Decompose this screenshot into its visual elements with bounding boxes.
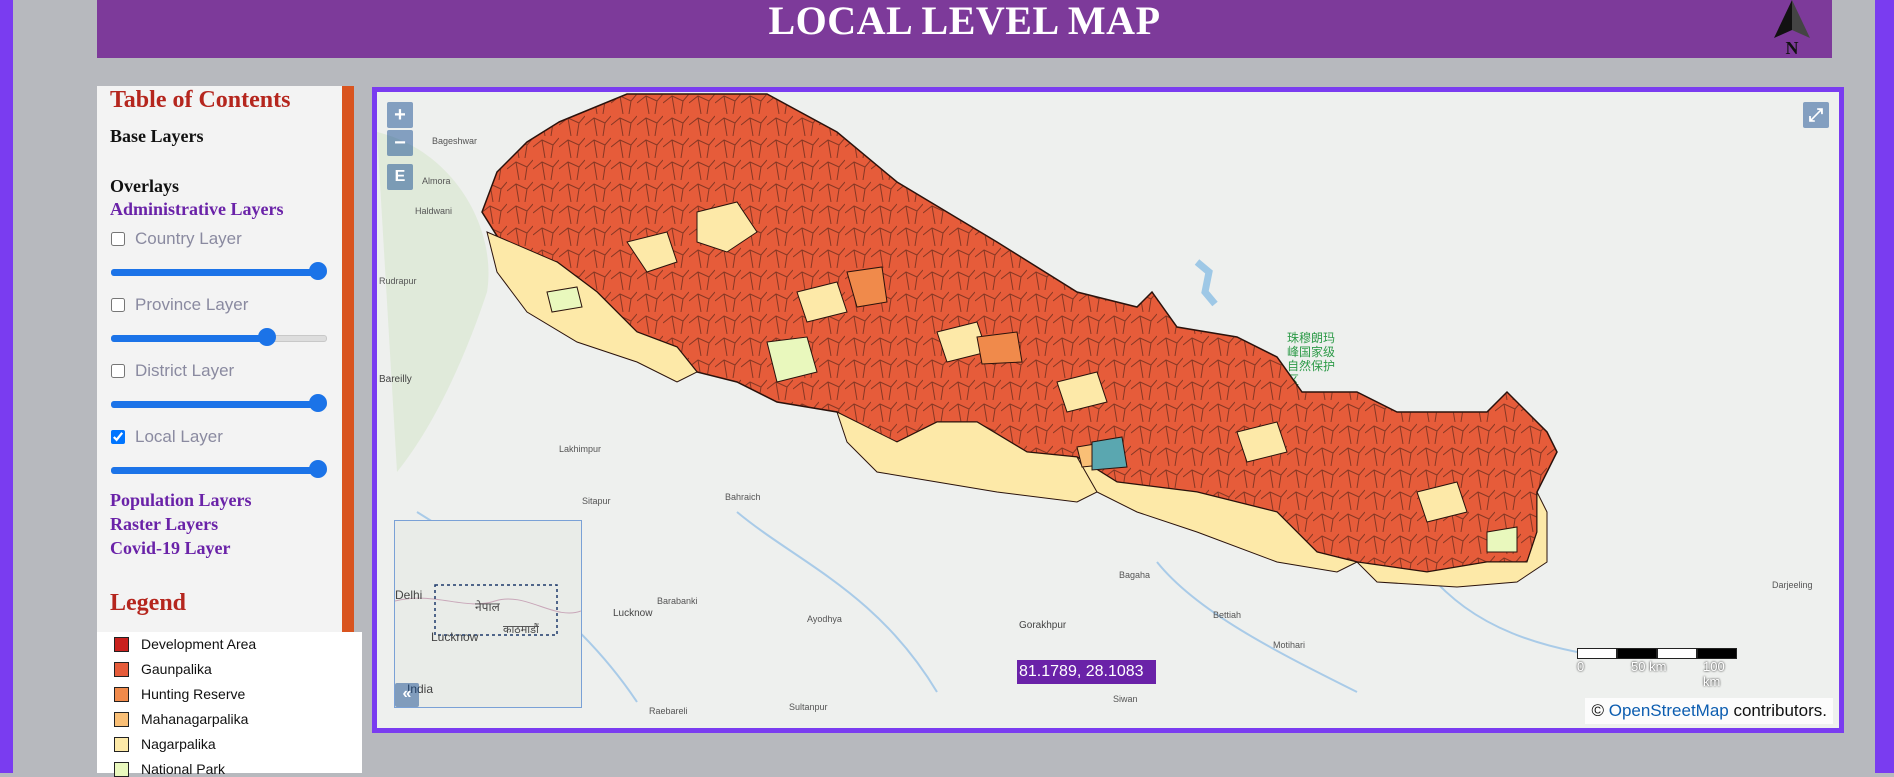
- legend-item: Hunting Reserve: [114, 686, 245, 702]
- overview-label: India: [407, 682, 433, 696]
- overview-label: Lucknow: [431, 630, 479, 644]
- district-layer-toggle[interactable]: District Layer: [111, 361, 234, 381]
- nagarpalika-region: [1076, 456, 1359, 573]
- overview-label: Delhi: [395, 588, 422, 602]
- overview-label: नेपाल: [475, 600, 501, 614]
- place-label: Haldwani: [415, 206, 452, 216]
- place-label: Almora: [422, 176, 451, 186]
- map-canvas[interactable]: Bageshwar Almora Haldwani Rudrapur Barei…: [377, 92, 1839, 728]
- overlays-heading: Overlays: [110, 176, 179, 196]
- legend-item: Gaunpalika: [114, 661, 212, 677]
- national-park-region: [546, 286, 1518, 553]
- district-layer-checkbox[interactable]: [111, 364, 125, 378]
- river: [1156, 561, 1358, 693]
- map-viewport[interactable]: Bageshwar Almora Haldwani Rudrapur Barei…: [372, 87, 1844, 733]
- nagarpalika-region: [486, 231, 698, 383]
- page-title: LOCAL LEVEL MAP: [768, 0, 1161, 43]
- administrative-layers-group[interactable]: Administrative Layers: [110, 199, 284, 219]
- slider-thumb[interactable]: [309, 394, 327, 412]
- page-header: LOCAL LEVEL MAP N: [97, 0, 1832, 58]
- slider-thumb[interactable]: [258, 328, 276, 346]
- table-of-contents: Table of Contents Base Layers Overlays A…: [97, 86, 342, 632]
- place-label: Raebareli: [649, 706, 688, 716]
- legend-item: National Park: [114, 761, 225, 777]
- local-opacity-slider[interactable]: [111, 458, 327, 480]
- place-label: Siwan: [1113, 694, 1138, 704]
- right-frame-bar: [1875, 0, 1894, 773]
- place-label: Bagaha: [1119, 570, 1150, 580]
- zoom-extent-button[interactable]: E: [387, 164, 413, 190]
- zoom-out-button[interactable]: −: [387, 130, 413, 156]
- nagarpalika-region: [1355, 491, 1548, 588]
- covid-19-layer-group[interactable]: Covid-19 Layer: [110, 538, 231, 558]
- local-layer-label: Local Layer: [135, 427, 223, 446]
- left-frame-bar: [0, 0, 13, 773]
- scale-line: 0 50 km 100 km: [1577, 648, 1737, 689]
- hunting-reserve-region: [846, 266, 1023, 365]
- place-label: Bahraich: [725, 492, 761, 502]
- local-layer-toggle[interactable]: Local Layer: [111, 427, 223, 447]
- legend-item: Development Area: [114, 636, 256, 652]
- scale-label: 50 km: [1631, 659, 1667, 674]
- slider-thumb[interactable]: [309, 262, 327, 280]
- nepal-local-units-overlay: [482, 94, 1557, 572]
- fullscreen-icon[interactable]: ⤢: [1803, 102, 1829, 128]
- country-layer-toggle[interactable]: Country Layer: [111, 229, 242, 249]
- place-label: Sultanpur: [789, 702, 828, 712]
- province-layer-toggle[interactable]: Province Layer: [111, 295, 248, 315]
- mouse-coordinates: 81.1789, 28.1083: [1017, 660, 1156, 684]
- country-layer-label: Country Layer: [135, 229, 242, 248]
- place-label: Bareilly: [379, 374, 412, 385]
- district-layer-label: District Layer: [135, 361, 235, 380]
- conservation-area-region: [1091, 436, 1128, 471]
- river: [736, 511, 938, 693]
- province-layer-checkbox[interactable]: [111, 298, 125, 312]
- place-label: Ayodhya: [807, 614, 842, 624]
- place-label: Gorakhpur: [1019, 620, 1067, 631]
- north-label: N: [1786, 38, 1799, 58]
- north-arrow-icon: N: [1774, 0, 1810, 58]
- forest-area: [377, 132, 489, 472]
- legend-title: Legend: [110, 590, 187, 616]
- scale-label: 0: [1577, 659, 1585, 674]
- overview-extent-box: [434, 584, 558, 636]
- local-layer-checkbox[interactable]: [111, 430, 125, 444]
- slider-thumb[interactable]: [309, 460, 327, 478]
- reserve-label: 珠穆朗玛峰国家级自然保护区: [1287, 330, 1335, 387]
- map-attribution: © OpenStreetMap contributors.: [1585, 698, 1833, 724]
- overview-toggle-button[interactable]: «: [395, 683, 419, 707]
- toc-scrollbar[interactable]: [342, 86, 354, 632]
- legend-item: Nagarpalika: [114, 736, 216, 752]
- overview-label: काठमाडौं: [503, 623, 539, 636]
- base-layers-heading: Base Layers: [110, 126, 204, 146]
- place-label: Barabanki: [657, 596, 698, 606]
- province-opacity-slider[interactable]: [111, 326, 327, 348]
- place-label: Rudrapur: [379, 276, 417, 286]
- country-layer-checkbox[interactable]: [111, 232, 125, 246]
- scale-label: 100 km: [1703, 659, 1725, 689]
- place-label: Bageshwar: [432, 136, 477, 146]
- place-label: Bettiah: [1213, 610, 1241, 620]
- place-label: Sitapur: [582, 496, 611, 506]
- overview-map[interactable]: Delhi Lucknow India नेपाल काठमाडौं «: [394, 520, 582, 708]
- toc-title: Table of Contents: [110, 87, 291, 113]
- province-layer-label: Province Layer: [135, 295, 249, 314]
- population-layers-group[interactable]: Population Layers: [110, 490, 252, 510]
- lake: [1194, 259, 1218, 307]
- osm-attribution-link[interactable]: OpenStreetMap: [1608, 701, 1729, 720]
- overview-canvas: Delhi Lucknow India नेपाल काठमाडौं: [394, 584, 582, 696]
- country-opacity-slider[interactable]: [111, 260, 327, 282]
- zoom-in-button[interactable]: +: [387, 102, 413, 128]
- place-label: Motihari: [1273, 640, 1305, 650]
- place-label: Lucknow: [613, 608, 653, 619]
- district-opacity-slider[interactable]: [111, 392, 327, 414]
- legend-item: Mahanagarpalika: [114, 711, 248, 727]
- legend-panel: Development Area Gaunpalika Hunting Rese…: [97, 632, 362, 777]
- place-label: Darjeeling: [1772, 580, 1813, 590]
- raster-layers-group[interactable]: Raster Layers: [110, 514, 219, 534]
- place-label: Lakhimpur: [559, 444, 601, 454]
